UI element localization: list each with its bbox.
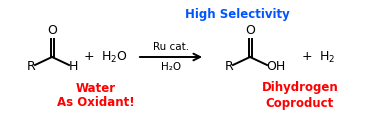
Text: Ru cat.: Ru cat. (153, 42, 189, 52)
Text: O: O (48, 24, 57, 37)
Text: H₂O: H₂O (161, 62, 181, 72)
Text: $+$  H$_2$: $+$ H$_2$ (301, 49, 335, 65)
Text: Water: Water (76, 82, 116, 94)
Text: R: R (26, 60, 36, 73)
Text: $+$  H$_2$O: $+$ H$_2$O (82, 49, 127, 65)
Text: H: H (68, 60, 78, 73)
Text: O: O (246, 24, 256, 37)
Text: Coproduct: Coproduct (266, 97, 334, 109)
Text: OH: OH (266, 60, 286, 73)
Text: Dihydrogen: Dihydrogen (262, 82, 338, 94)
Text: High Selectivity: High Selectivity (184, 8, 290, 21)
Text: As Oxidant!: As Oxidant! (57, 97, 135, 109)
Text: R: R (225, 60, 233, 73)
